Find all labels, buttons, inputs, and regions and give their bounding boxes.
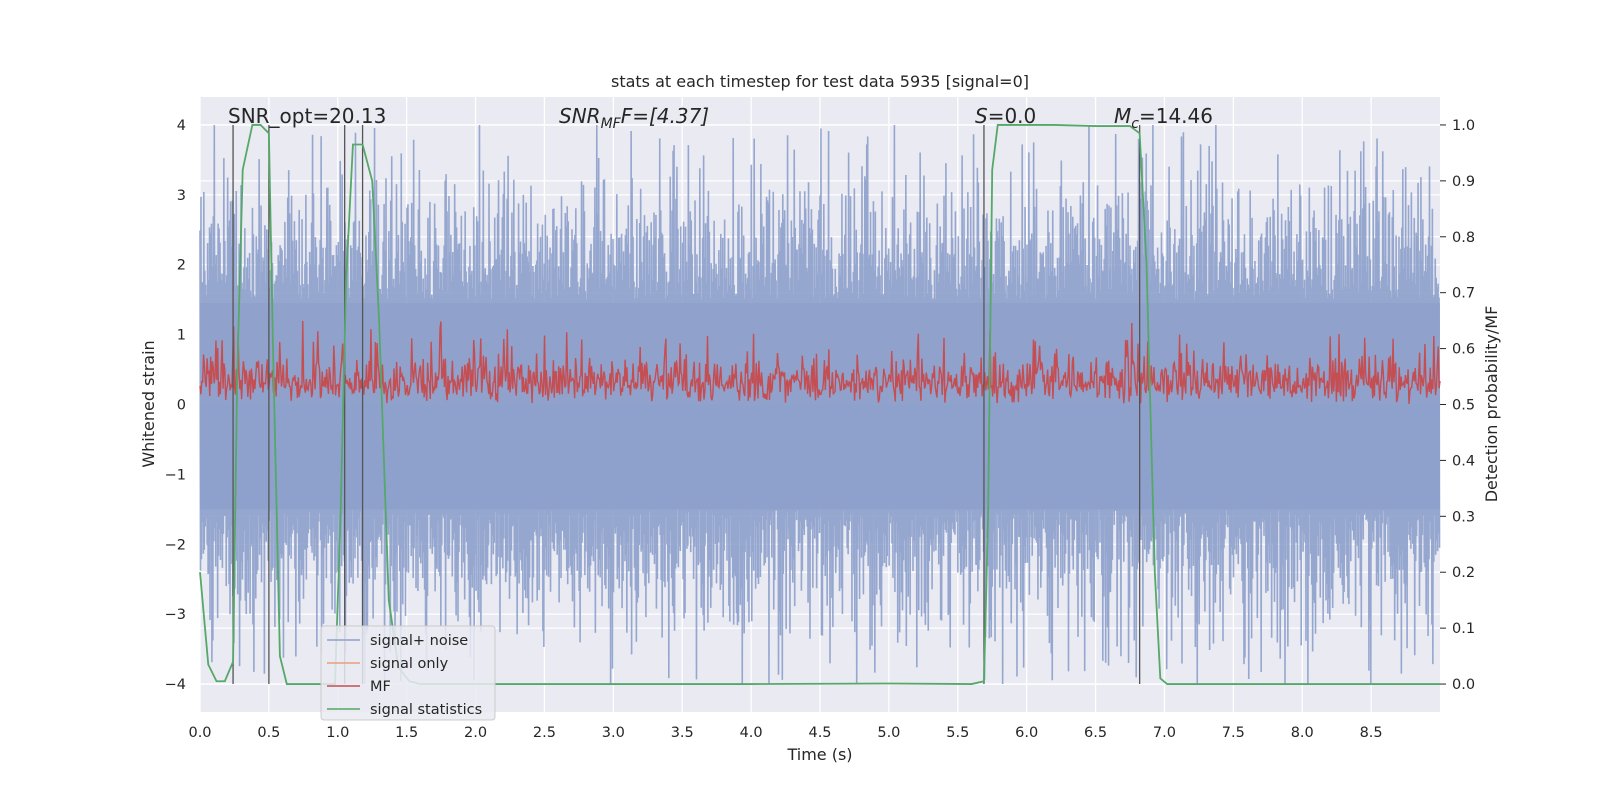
y-tick-label: −3 <box>165 607 186 623</box>
x-tick-label: 8.5 <box>1360 725 1383 741</box>
signal-noise-band <box>200 404 1440 510</box>
annotation-mc-sub: c <box>1131 116 1139 132</box>
x-tick-label: 7.5 <box>1222 725 1245 741</box>
x-tick-label: 2.5 <box>533 725 556 741</box>
y-tick-label: 1 <box>177 328 186 344</box>
annotation-mc-main: M <box>1114 104 1131 128</box>
annotation-snr-opt: SNR_opt=20.13 <box>228 104 386 128</box>
x-tick-label: 5.5 <box>946 725 969 741</box>
y-tick-label: −1 <box>165 467 186 483</box>
mf-line <box>199 320 1441 404</box>
annotation-mc: Mc=14.46 <box>1114 104 1213 132</box>
annotation-snr-mf-main: SNR <box>559 104 601 128</box>
x-tick-label: 4.5 <box>808 725 831 741</box>
event-lines <box>232 124 1141 685</box>
x-tick-label: 4.0 <box>740 725 763 741</box>
y-tick-label: 4 <box>177 118 186 134</box>
y-tick-label: −2 <box>165 537 186 553</box>
y-axis-ticks: −4 −3 −2 −1 0 1 2 3 4 <box>165 118 186 693</box>
y2-axis-ticks: 0.0 0.1 0.2 0.3 0.4 0.5 0.6 0.7 0.8 0.9 1.0 <box>1440 118 1475 693</box>
annotation-snr-mf: SNRMFF=[4.37] <box>559 104 709 132</box>
y2-tick-label: 0.9 <box>1452 174 1475 190</box>
y-axis-label: Whitened strain <box>139 340 158 467</box>
x-tick-label: 6.0 <box>1015 725 1038 741</box>
y2-tick-label: 0.8 <box>1452 230 1475 246</box>
annotation-s: S=0.0 <box>975 104 1036 128</box>
x-tick-label: 1.5 <box>395 725 418 741</box>
y2-axis-label: Detection probability/MF <box>1482 306 1501 503</box>
x-tick-label: 0.0 <box>188 725 211 741</box>
x-tick-label: 7.0 <box>1153 725 1176 741</box>
x-tick-label: 0.5 <box>257 725 280 741</box>
chart-title: stats at each timestep for test data 593… <box>611 72 1029 91</box>
y-tick-label: 3 <box>177 188 186 204</box>
legend-label-signal-statistics: signal statistics <box>370 702 482 718</box>
annotation-s-main: S <box>975 104 988 128</box>
y2-tick-label: 0.1 <box>1452 621 1475 637</box>
x-tick-label: 8.0 <box>1291 725 1314 741</box>
y2-tick-label: 0.6 <box>1452 342 1475 358</box>
mf-series <box>199 320 1441 404</box>
legend-label-signal-noise: signal+ noise <box>370 633 468 649</box>
annotation-snr-mf-rest: F=[4.37] <box>621 104 709 128</box>
y2-tick-label: 0.5 <box>1452 398 1475 414</box>
y2-tick-label: 0.4 <box>1452 453 1475 469</box>
x-tick-label: 1.0 <box>326 725 349 741</box>
y2-tick-label: 0.7 <box>1452 286 1475 302</box>
x-tick-label: 2.0 <box>464 725 487 741</box>
legend: signal+ noise signal only MF signal stat… <box>320 625 496 721</box>
y-tick-label: −4 <box>165 677 186 693</box>
signal-noise-series <box>199 124 1441 685</box>
annotation-s-rest: =0.0 <box>988 104 1037 128</box>
x-tick-label: 3.5 <box>671 725 694 741</box>
y2-tick-label: 1.0 <box>1452 118 1475 134</box>
y-tick-label: 0 <box>177 398 186 414</box>
annotation-snr-mf-sub: MF <box>601 116 622 132</box>
y2-tick-label: 0.3 <box>1452 509 1475 525</box>
x-axis-ticks: 0.0 0.5 1.0 1.5 2.0 2.5 3.0 3.5 4.0 4.5 5.0 5.5 6.0 6… <box>188 725 1382 741</box>
y2-tick-label: 0.0 <box>1452 677 1475 693</box>
legend-label-signal-only: signal only <box>370 656 449 672</box>
x-tick-label: 5.0 <box>877 725 900 741</box>
x-tick-label: 3.0 <box>602 725 625 741</box>
x-axis-label: Time (s) <box>786 745 852 764</box>
legend-label-mf: MF <box>370 679 391 695</box>
y-tick-label: 2 <box>177 258 186 274</box>
y2-tick-label: 0.2 <box>1452 565 1475 581</box>
legend-box <box>320 625 496 721</box>
annotation-mc-rest: =14.46 <box>1139 104 1213 128</box>
x-tick-label: 6.5 <box>1084 725 1107 741</box>
